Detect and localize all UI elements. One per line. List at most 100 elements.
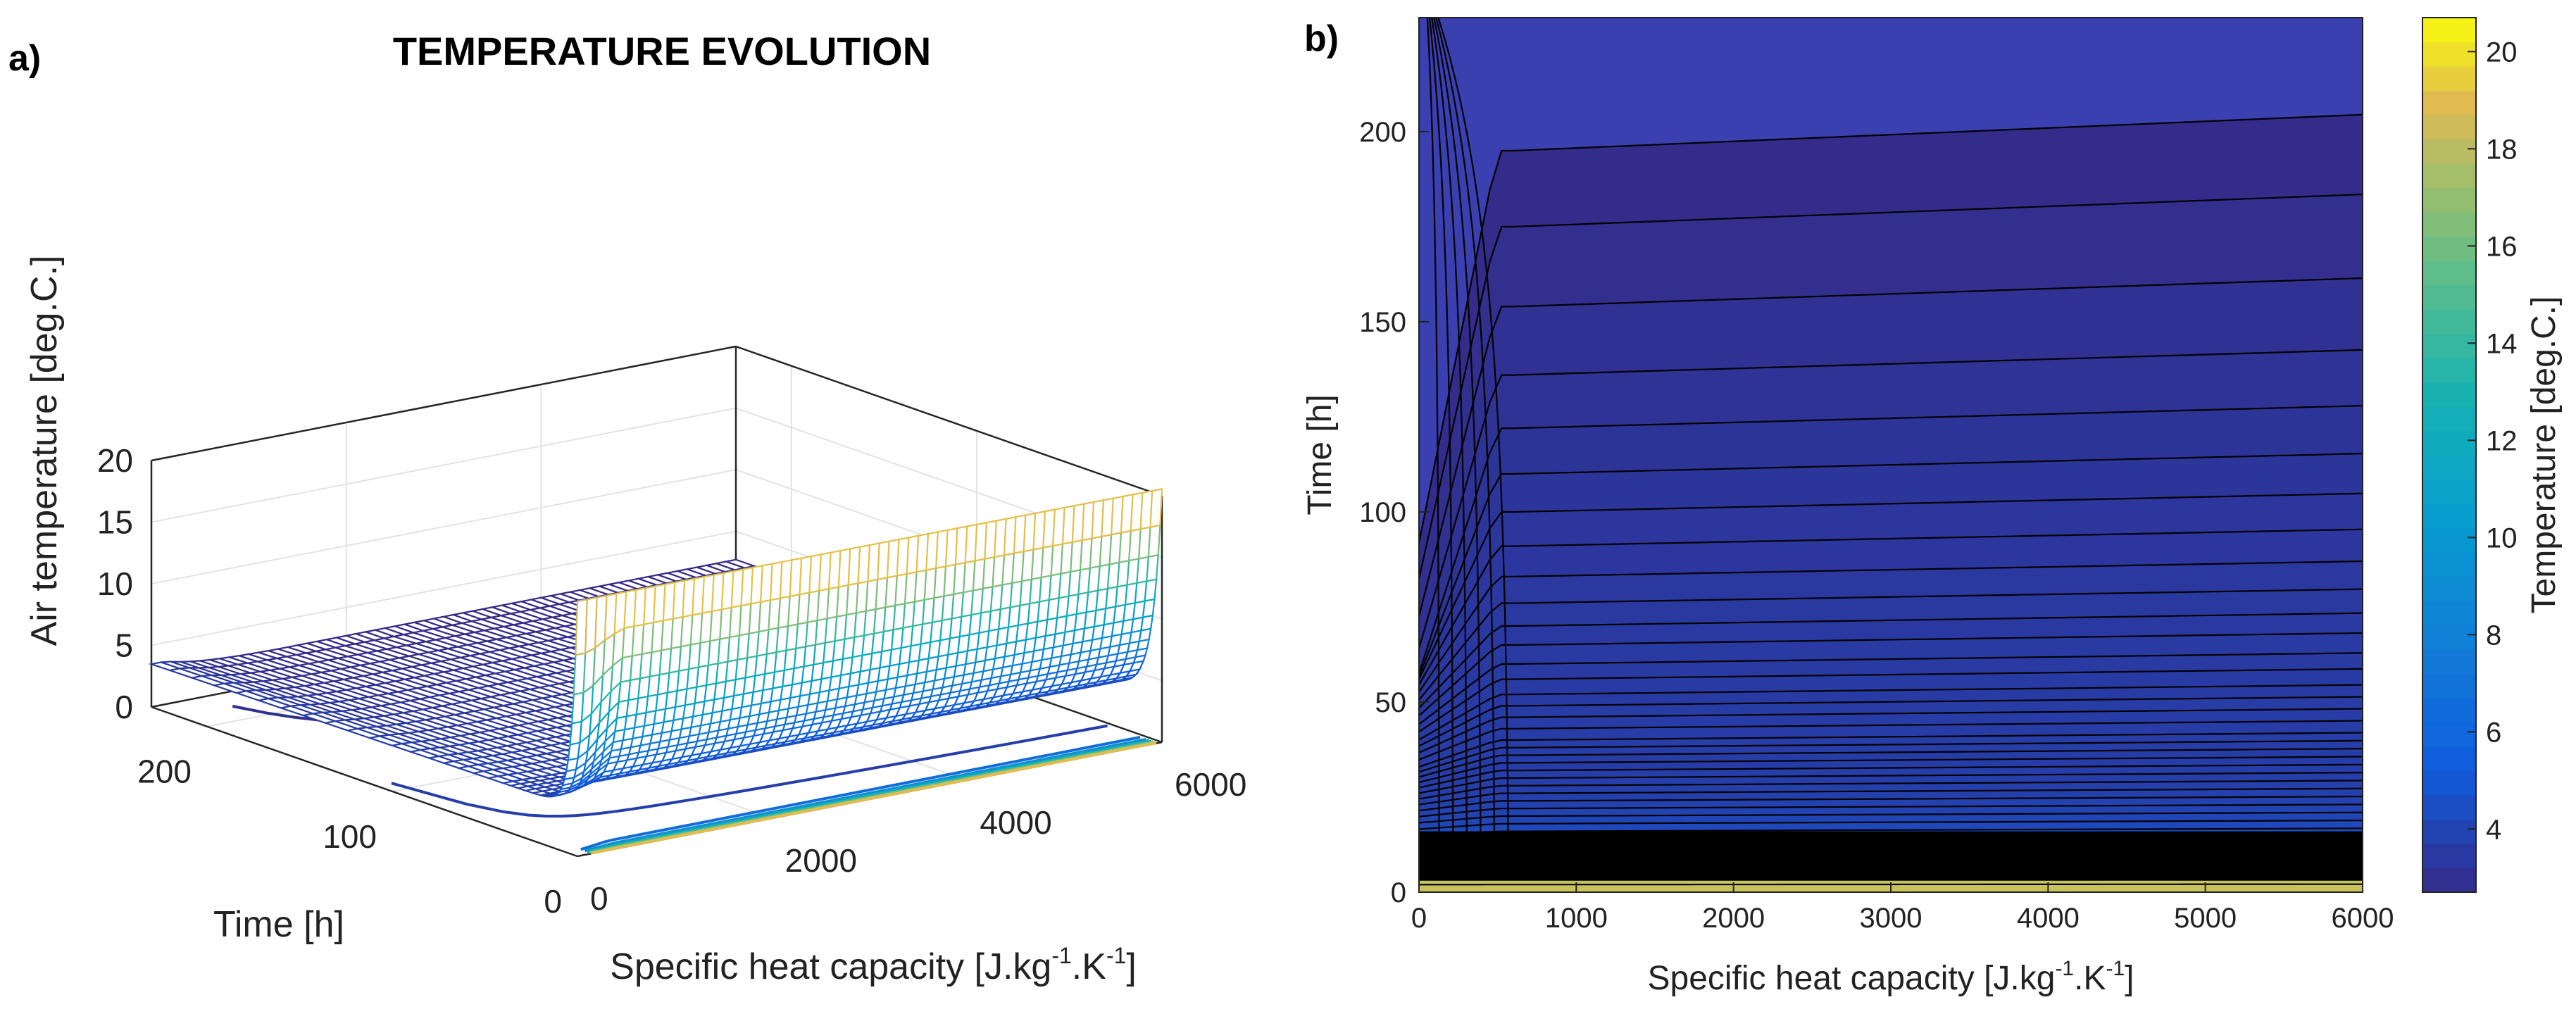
colorbar-segment [2422,430,2476,456]
contour-line [1419,193,2363,579]
colorbar-segment [2422,746,2476,772]
contour-line [1419,803,2363,818]
surface-cell [1144,578,1158,602]
x-tick-label-b: 2000 [1702,903,1765,934]
colorbar-label: Temperature [deg.C.] [2525,296,2563,614]
colorbar-tick-label: 10 [2486,522,2518,553]
contour-line-left [1437,18,1509,836]
contour-line [1419,453,2363,677]
contour-line [1419,827,2363,837]
grid-line-z [151,345,1163,496]
colorbar-tick-label: 16 [2486,231,2518,262]
contour-line [1419,859,2363,864]
y-tick-label: 100 [323,818,377,855]
colorbar-segment [2422,115,2476,140]
chart-title: TEMPERATURE EVOLUTION [393,29,931,73]
colorbar: 4 6 8 10 12 14 16 18 20 [2422,17,2518,893]
x-tick-label-b: 4000 [2017,903,2080,934]
colorbar-tick-label: 18 [2486,134,2518,165]
colorbar-segment [2422,406,2476,432]
colorbar-segment [2422,333,2476,358]
panel-b-contour-plot: b) 0 1000 2000 3000 4000 5000 6000050100150200… [1301,17,2563,997]
x-tick-label: 2000 [785,842,857,879]
colorbar-frame [2422,17,2477,893]
colorbar-segment [2422,819,2476,844]
colorbar-segment [2422,844,2476,869]
contour-line-left [1433,18,1482,836]
colorbar-segment [2422,698,2476,723]
contour-line-left [1435,18,1496,836]
colorbar-segment [2422,527,2476,553]
colorbar-segment [2422,382,2476,407]
contour-line [1419,349,2363,649]
contour-line [1419,528,2363,686]
y-tick-label: 0 [544,883,562,920]
contour-line [1419,492,2363,680]
colorbar-tick-label: 6 [2486,717,2501,748]
colorbar-segment [2422,868,2476,893]
contour-line [1419,835,2363,844]
colorbar-segment [2422,42,2476,67]
contour-line [1419,756,2363,783]
contour-line [1419,763,2363,789]
contour-line [1419,113,2363,544]
contour-line-left [1431,18,1468,836]
colorbar-segment [2422,90,2476,115]
y-tick-label-b: 150 [1359,307,1406,338]
floor-contour-line [391,724,1108,818]
colorbar-segment [2422,479,2476,504]
contour-line [1419,652,2363,725]
colorbar-segment [2422,722,2476,747]
colorbar-segment [2422,309,2476,334]
contour-line-left [1428,18,1454,836]
colorbar-tick-label: 12 [2486,425,2518,456]
colorbar-segment [2422,673,2476,699]
y-tick-label-b: 0 [1391,877,1406,908]
x-tick-label-b: 1000 [1545,903,1608,934]
z-tick-label: 20 [97,442,133,479]
surface-cell [1147,524,1161,558]
x-tick-label: 0 [590,880,608,917]
y-axis-label-b: Time [h] [1301,394,1339,515]
colorbar-segment [2422,552,2476,577]
floor-contour-line [584,737,1146,853]
contour-line [1419,632,2363,717]
x-tick-label-b: 3000 [1860,903,1922,934]
z-tick-label: 0 [115,689,133,725]
z-tick-label: 10 [97,565,133,602]
x-tick-label: 6000 [1175,766,1246,803]
contour-line [1419,871,2363,875]
colorbar-segment [2422,576,2476,601]
contour-line [1419,819,2363,830]
contour-line [1419,739,2363,773]
contour-line [1419,708,2363,753]
panel-a-surface-plot: a) TEMPERATURE EVOLUTION 051015200200040… [8,29,1246,987]
contour-area [1419,18,2363,892]
colorbar-segment [2422,66,2476,92]
colorbar-segment [2422,236,2476,261]
colorbar-segment [2422,770,2476,796]
contour-line [1419,612,2363,709]
colorbar-segment [2422,139,2476,164]
y-tick-label-b: 100 [1359,497,1406,528]
contour-line [1419,560,2363,693]
contour-line [1419,720,2363,760]
z-axis-label: Air temperature [deg.C.] [24,256,65,646]
colorbar-segment [2422,187,2476,213]
surface-cell [1149,488,1163,528]
x-tick-label-b: 0 [1411,903,1427,934]
colorbar-segment [2422,795,2476,820]
colorbar-segment [2422,503,2476,529]
contour-line [1419,780,2363,800]
axis-edge [151,345,737,462]
x-axis-label: Specific heat capacity [J.kg-1.K-1] [610,943,1137,987]
contour-line [1419,847,2363,853]
colorbar-segment [2422,163,2476,189]
contour-line [1419,748,2363,778]
contour-line [1419,696,2363,747]
axis-edge [735,345,1163,497]
colorbar-tick-label: 20 [2486,37,2518,68]
ticks-panel-b: 0 1000 2000 3000 4000 5000 6000 0 50 100 150 200 [1359,117,2394,934]
contour-line [1419,796,2363,812]
